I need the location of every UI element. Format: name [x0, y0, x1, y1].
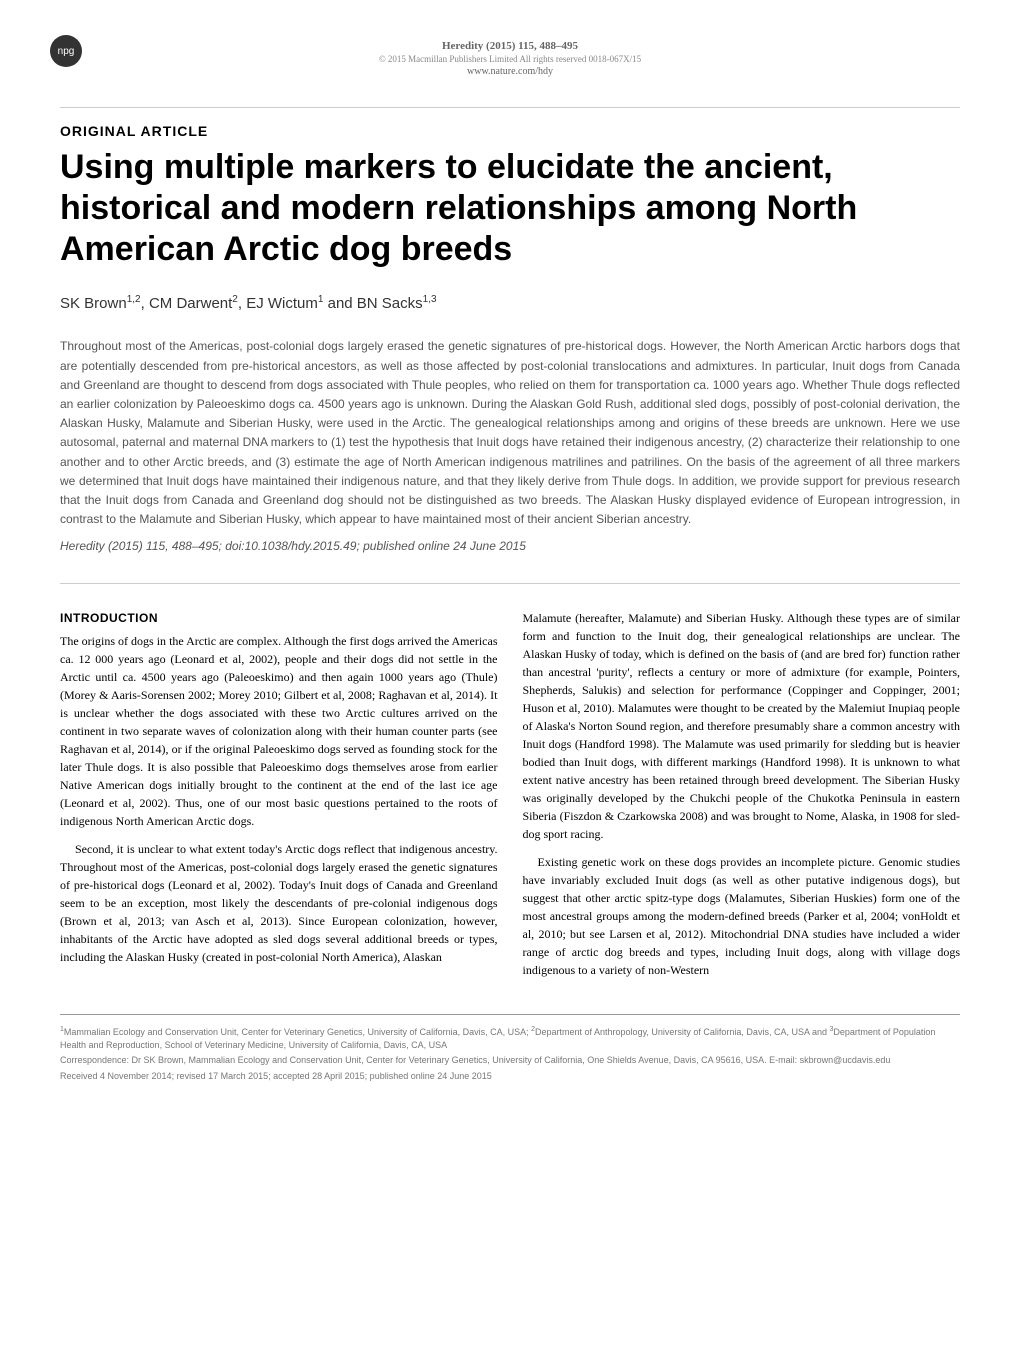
correspondence-text: Correspondence: Dr SK Brown, Mammalian E…: [60, 1054, 960, 1067]
intro-paragraph-2: Second, it is unclear to what extent tod…: [60, 840, 498, 966]
citation-text: Heredity (2015) 115, 488–495; doi:10.103…: [60, 539, 960, 553]
header-divider: [60, 107, 960, 108]
introduction-heading: INTRODUCTION: [60, 609, 498, 627]
right-paragraph-1: Malamute (hereafter, Malamute) and Siber…: [523, 609, 961, 843]
abstract-divider: [60, 583, 960, 584]
right-paragraph-2: Existing genetic work on these dogs prov…: [523, 853, 961, 979]
footer-section: 1Mammalian Ecology and Conservation Unit…: [60, 1014, 960, 1082]
body-columns: INTRODUCTION The origins of dogs in the …: [60, 609, 960, 989]
abstract-text: Throughout most of the Americas, post-co…: [60, 337, 960, 529]
left-column: INTRODUCTION The origins of dogs in the …: [60, 609, 498, 989]
dates-text: Received 4 November 2014; revised 17 Mar…: [60, 1070, 960, 1083]
journal-header: Heredity (2015) 115, 488–495 © 2015 Macm…: [60, 40, 960, 77]
journal-reference: Heredity (2015) 115, 488–495: [60, 40, 960, 52]
right-column: Malamute (hereafter, Malamute) and Siber…: [523, 609, 961, 989]
author-list: SK Brown1,2, CM Darwent2, EJ Wictum1 and…: [60, 294, 960, 312]
website-url: www.nature.com/hdy: [60, 66, 960, 77]
copyright-text: © 2015 Macmillan Publishers Limited All …: [60, 54, 960, 64]
affiliations-text: 1Mammalian Ecology and Conservation Unit…: [60, 1025, 960, 1051]
intro-paragraph-1: The origins of dogs in the Arctic are co…: [60, 632, 498, 830]
npg-logo: npg: [50, 35, 82, 67]
article-type-label: ORIGINAL ARTICLE: [60, 123, 960, 139]
article-title: Using multiple markers to elucidate the …: [60, 147, 960, 269]
